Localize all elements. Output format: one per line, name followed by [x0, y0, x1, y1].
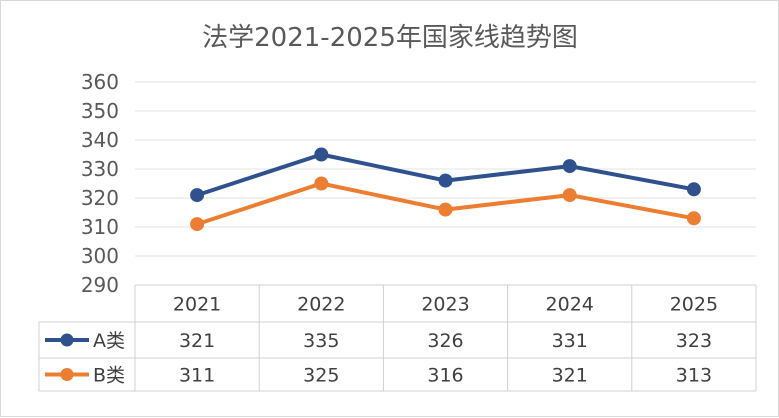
data-point	[438, 173, 453, 188]
table-value: 325	[303, 365, 339, 387]
data-point	[686, 211, 701, 226]
chart-title: 法学2021-2025年国家线趋势图	[202, 23, 578, 53]
y-tick-label: 340	[81, 128, 119, 152]
category-label: 2022	[297, 294, 345, 316]
data-point	[686, 182, 701, 197]
legend-label: A类	[93, 330, 125, 352]
category-label: 2024	[546, 294, 594, 316]
table-value: 335	[303, 330, 339, 352]
table-value: 323	[676, 330, 712, 352]
table-value: 311	[179, 365, 215, 387]
y-tick-label: 330	[81, 157, 119, 181]
table-value: 326	[427, 330, 463, 352]
gridlines	[135, 81, 756, 257]
legend-label: B类	[93, 365, 125, 387]
category-label: 2023	[421, 294, 469, 316]
data-point	[190, 217, 205, 232]
y-tick-label: 360	[81, 70, 119, 94]
y-axis: 360 350 340 330 320 310 300 290	[81, 70, 119, 297]
table-value: 331	[552, 330, 588, 352]
data-point	[562, 159, 577, 174]
table-value: 316	[427, 365, 463, 387]
legend-key-marker	[60, 368, 74, 381]
legend-key-marker	[60, 333, 74, 347]
table-value: 321	[179, 330, 215, 352]
y-tick-label: 290	[81, 273, 119, 297]
y-tick-label: 310	[81, 215, 119, 239]
data-point	[562, 188, 577, 203]
series-group	[190, 147, 701, 232]
table-value: 313	[676, 365, 712, 387]
table-value: 321	[552, 365, 588, 387]
y-tick-label: 300	[81, 244, 119, 268]
category-label: 2025	[670, 294, 718, 316]
category-label: 2021	[173, 294, 221, 316]
y-tick-label: 350	[81, 99, 119, 123]
data-point	[314, 147, 329, 162]
y-tick-label: 320	[81, 186, 119, 210]
data-point	[190, 188, 205, 203]
data-table: 2021 2022 2023 2024 2025 A类 321 335 326 331 323 B类 3…	[38, 284, 757, 392]
data-point	[438, 202, 453, 217]
data-point	[314, 176, 329, 191]
